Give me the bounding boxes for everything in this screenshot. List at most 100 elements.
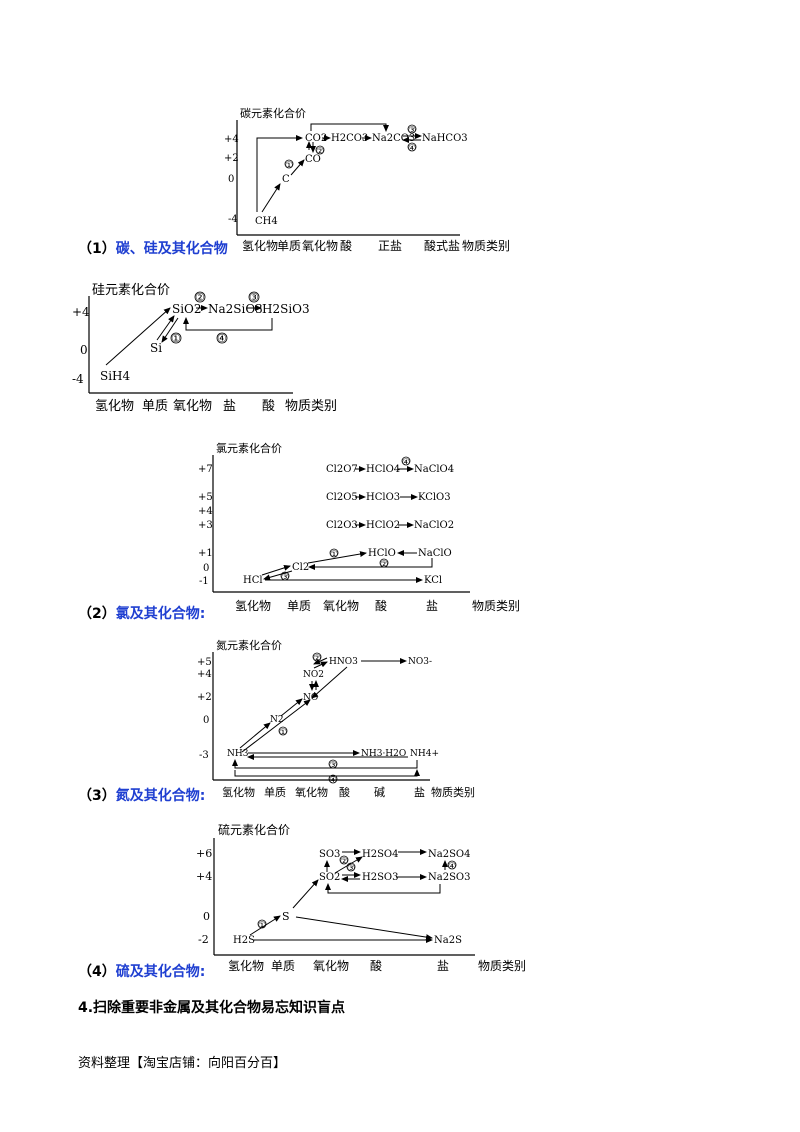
nitrogen-species: NH4+ bbox=[410, 749, 439, 759]
chlorine-ytick: +3 bbox=[198, 520, 213, 531]
carbon-ytick: +2 bbox=[224, 153, 239, 164]
carbon-ytick: 0 bbox=[228, 174, 234, 185]
sulfur-species: Na2SO4 bbox=[428, 849, 471, 860]
sulfur-ytick: +4 bbox=[196, 870, 212, 883]
nitrogen-ytick: +2 bbox=[197, 692, 212, 703]
nitrogen-species: NO2 bbox=[303, 670, 324, 680]
nitrogen-ytick: +4 bbox=[197, 669, 212, 680]
carbon-xlabel: 氢化物 bbox=[242, 238, 278, 253]
nitrogen-mark: ④ bbox=[329, 776, 337, 786]
carbon-xlabel: 正盐 bbox=[378, 239, 402, 253]
silicon-xlabel: 氢化物 bbox=[95, 399, 134, 414]
nitrogen-xlabel: 酸 bbox=[339, 785, 350, 799]
chlorine-species: HCl bbox=[243, 575, 263, 586]
sulfur-xlabel: 单质 bbox=[271, 959, 295, 973]
chlorine-diagram: 氯元素化合价 +7 +5 +4 +3 +1 0 -1 氢化物 单质 氧化物 酸 … bbox=[198, 441, 520, 613]
chlorine-species: NaClO bbox=[418, 548, 452, 559]
sulfur-species: SO3 bbox=[319, 849, 340, 860]
silicon-axis-title: 硅元素化合价 bbox=[92, 283, 170, 298]
chlorine-species: HClO4 bbox=[366, 464, 400, 475]
chlorine-species: HClO3 bbox=[366, 492, 400, 503]
chlorine-species: NaClO2 bbox=[414, 520, 454, 531]
carbon-xlabel: 单质 bbox=[277, 239, 301, 253]
nitrogen-xlabel: 盐 bbox=[414, 786, 425, 799]
carbon-species: C bbox=[282, 174, 290, 185]
chlorine-ytick: +7 bbox=[198, 464, 213, 475]
chlorine-ytick: -1 bbox=[199, 576, 209, 587]
nitrogen-species: NO bbox=[303, 693, 318, 703]
chlorine-species: Cl2O5 bbox=[326, 492, 358, 503]
sulfur-species: H2SO4 bbox=[362, 849, 399, 860]
chlorine-species: Cl2O7 bbox=[326, 464, 358, 475]
carbon-species: CH4 bbox=[255, 216, 278, 227]
chlorine-xlabel: 氢化物 bbox=[235, 598, 271, 613]
silicon-species: Na2SiO3 bbox=[208, 302, 263, 316]
sulfur-xlabel: 氧化物 bbox=[313, 959, 349, 973]
sulfur-species: S bbox=[282, 910, 290, 923]
sulfur-section-label: （4）硫及其化合物: bbox=[78, 964, 206, 980]
carbon-xlabel: 酸 bbox=[340, 238, 352, 253]
silicon-xlabel: 盐 bbox=[223, 399, 236, 414]
nitrogen-ytick: -3 bbox=[199, 750, 209, 761]
carbon-species: NaHCO3 bbox=[422, 133, 468, 144]
silicon-ytick: 0 bbox=[80, 343, 88, 357]
nitrogen-mark: ② bbox=[313, 654, 321, 664]
chlorine-axis-title: 氯元素化合价 bbox=[216, 441, 282, 455]
nitrogen-xlabel: 单质 bbox=[264, 786, 286, 799]
nitrogen-xlabel: 物质类别 bbox=[431, 785, 475, 799]
silicon-xlabel: 酸 bbox=[262, 399, 275, 414]
chlorine-mark: ③ bbox=[281, 573, 289, 583]
nitrogen-species: NH3 bbox=[227, 749, 249, 759]
sulfur-xlabel: 盐 bbox=[437, 959, 449, 973]
silicon-mark: ① bbox=[171, 332, 181, 345]
carbon-section-label: （1）碳、硅及其化合物 bbox=[78, 241, 228, 257]
chlorine-mark: ④ bbox=[402, 458, 410, 468]
nitrogen-mark: ① bbox=[279, 728, 287, 738]
chlorine-species: Cl2O3 bbox=[326, 520, 358, 531]
chlorine-xlabel: 物质类别 bbox=[472, 599, 520, 613]
carbon-ytick: +4 bbox=[224, 134, 239, 145]
silicon-mark: ③ bbox=[249, 291, 259, 304]
nitrogen-xlabel: 碱 bbox=[374, 786, 385, 799]
carbon-mark: ① bbox=[285, 161, 293, 171]
nitrogen-diagram: 氮元素化合价 +5 +4 +2 0 -3 氢化物 单质 氧化物 酸 碱 盐 物质… bbox=[197, 638, 475, 799]
carbon-mark: ④ bbox=[408, 144, 416, 154]
sulfur-axis-title: 硫元素化合价 bbox=[218, 822, 290, 837]
sulfur-diagram: 硫元素化合价 +6 +4 0 -2 氢化物 单质 氧化物 酸 盐 物质类别 SO… bbox=[196, 822, 526, 973]
carbon-species: CO bbox=[305, 154, 321, 165]
silicon-species: H2SiO3 bbox=[262, 302, 310, 316]
carbon-species: H2CO3 bbox=[331, 133, 368, 144]
sulfur-mark: ④ bbox=[448, 862, 456, 872]
silicon-ytick: +4 bbox=[72, 305, 90, 319]
sulfur-mark: ① bbox=[258, 921, 266, 931]
nitrogen-section-label: （3）氮及其化合物: bbox=[78, 788, 206, 804]
silicon-mark: ② bbox=[195, 291, 205, 304]
silicon-xlabel: 物质类别 bbox=[285, 399, 337, 414]
sulfur-ytick: -2 bbox=[198, 933, 209, 946]
sulfur-species: H2SO3 bbox=[362, 872, 399, 883]
silicon-xlabel: 单质 bbox=[142, 399, 168, 414]
carbon-xlabel: 酸式盐 bbox=[424, 238, 460, 253]
nitrogen-xlabel: 氧化物 bbox=[295, 785, 328, 799]
chlorine-ytick: 0 bbox=[203, 563, 209, 574]
chlorine-xlabel: 酸 bbox=[375, 598, 387, 613]
nitrogen-ytick: 0 bbox=[203, 715, 209, 726]
chlorine-species: KCl bbox=[424, 575, 442, 586]
sulfur-species: Na2SO3 bbox=[428, 872, 471, 883]
sulfur-species: H2S bbox=[233, 935, 255, 946]
chlorine-mark: ① bbox=[330, 550, 338, 560]
nitrogen-species: HNO3 bbox=[329, 657, 358, 667]
sulfur-xlabel: 酸 bbox=[370, 958, 382, 973]
nitrogen-axis-title: 氮元素化合价 bbox=[216, 638, 282, 652]
silicon-diagram: 硅元素化合价 +4 0 -4 氢化物 单质 氧化物 盐 酸 物质类别 SiH4 … bbox=[72, 283, 337, 414]
nitrogen-xlabel: 氢化物 bbox=[222, 785, 255, 799]
sulfur-mark: ② bbox=[340, 857, 348, 867]
silicon-mark: ④ bbox=[217, 332, 227, 345]
footer-note: 资料整理【淘宝店铺：向阳百分百】 bbox=[78, 1056, 287, 1071]
nitrogen-species: NH3·H2O bbox=[361, 749, 406, 759]
carbon-species: Na2CO3 bbox=[372, 133, 415, 144]
chlorine-species: Cl2 bbox=[292, 562, 309, 573]
chlorine-xlabel: 氧化物 bbox=[323, 599, 359, 613]
chlorine-species: NaClO4 bbox=[414, 464, 454, 475]
carbon-xlabel: 物质类别 bbox=[462, 239, 510, 253]
